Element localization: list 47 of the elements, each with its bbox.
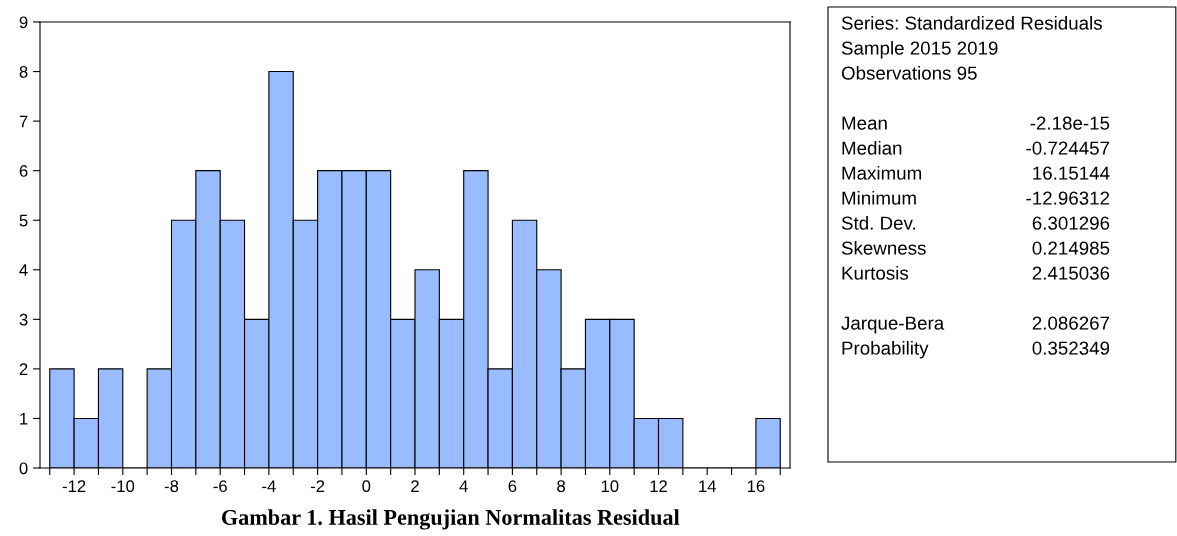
x-tick-label: -2	[310, 480, 325, 492]
text: Maximum	[842, 166, 922, 180]
x-tick-label: -12	[62, 480, 86, 492]
y-tick-label: 1	[20, 413, 28, 425]
x-tick-label: 6	[508, 480, 517, 493]
text: Probability	[842, 341, 929, 359]
x-tick-label: 12	[650, 480, 667, 492]
text: Series: Standardized Residuals	[841, 16, 1102, 30]
text: -0.724457	[1026, 141, 1110, 155]
text: 16.15144	[1033, 166, 1110, 180]
text: Skewness	[841, 241, 926, 255]
text: 6.301296	[1032, 216, 1110, 230]
text: Mean	[842, 116, 887, 130]
text: Std. Dev.	[841, 216, 916, 230]
x-tick-label: 16	[747, 480, 765, 493]
text: Kurtosis	[842, 266, 909, 280]
text: -2.18e-15	[1030, 116, 1110, 130]
x-tick-label: -4	[262, 480, 276, 492]
x-tick-label: -10	[111, 480, 135, 493]
y-tick-label: 6	[19, 165, 28, 177]
text: 0.214985	[1032, 241, 1110, 255]
y-tick-label: 5	[19, 214, 28, 227]
x-tick-label: 4	[459, 480, 468, 492]
y-tick-label: 7	[19, 115, 28, 128]
text: -12.96312	[1026, 191, 1110, 205]
y-tick-label: 2	[19, 363, 28, 375]
x-tick-label: 8	[557, 480, 566, 493]
x-tick-label: 10	[601, 480, 619, 493]
x-tick-label: 14	[699, 480, 716, 492]
x-tick-label: 0	[362, 480, 371, 493]
text: Median	[842, 141, 902, 155]
text: Sample 2015 2019	[841, 41, 998, 59]
y-tick-label: 3	[19, 313, 28, 326]
y-tick-label: 0	[19, 462, 28, 475]
x-tick-label: 2	[411, 480, 419, 492]
x-tick-label: -6	[213, 480, 227, 493]
x-tick-label: -8	[164, 480, 179, 493]
y-tick-label: 9	[19, 16, 28, 29]
text: Jarque-Bera	[841, 316, 945, 334]
text: Minimum	[842, 191, 916, 205]
text: Observations 95	[841, 66, 977, 80]
text: 0.352349	[1032, 341, 1110, 355]
y-tick-label: 8	[19, 65, 28, 78]
text: Gambar 1. Hasil Pengujian Normalitas Residual	[221, 509, 680, 530]
y-tick-label: 4	[19, 264, 28, 276]
text: 2.415036	[1032, 266, 1110, 280]
text: 2.086267	[1032, 316, 1110, 330]
